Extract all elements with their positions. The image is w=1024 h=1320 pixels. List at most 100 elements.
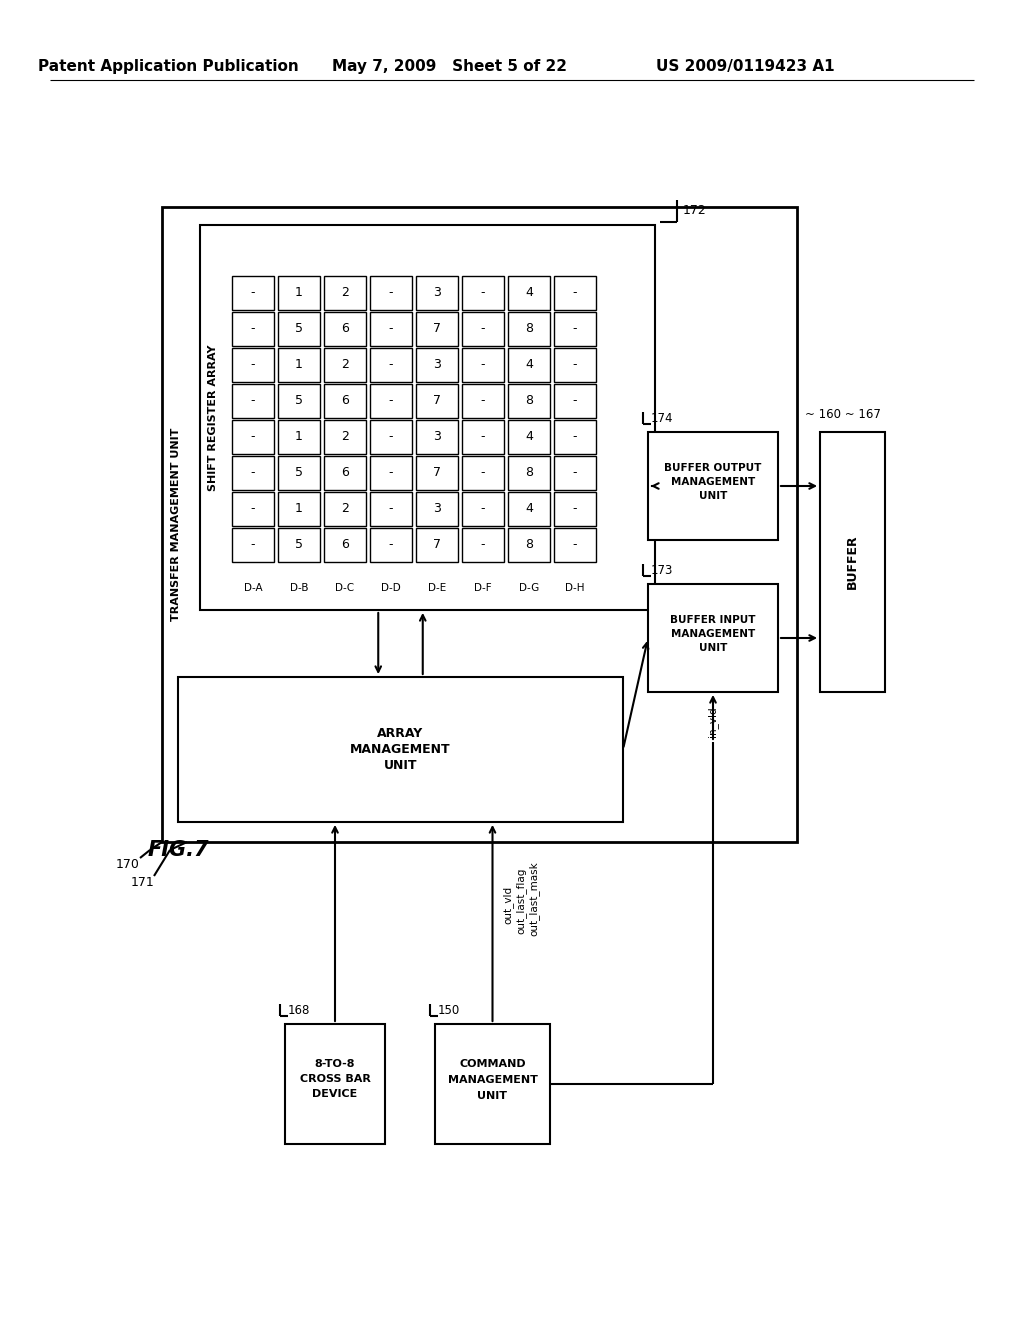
Bar — [462, 492, 504, 525]
Bar — [370, 492, 412, 525]
Bar — [508, 528, 550, 562]
Text: D-E: D-E — [428, 583, 446, 593]
Bar — [232, 455, 274, 490]
Text: -: - — [480, 539, 485, 552]
Bar — [416, 420, 458, 454]
Text: ARRAY: ARRAY — [378, 727, 424, 741]
Text: 4: 4 — [525, 430, 532, 444]
Text: out_vld: out_vld — [502, 886, 513, 924]
Text: UNIT: UNIT — [698, 491, 727, 502]
Text: 5: 5 — [295, 395, 303, 408]
Text: -: - — [480, 466, 485, 479]
Bar — [416, 455, 458, 490]
Text: BUFFER: BUFFER — [846, 535, 859, 589]
Bar — [370, 312, 412, 346]
Bar — [232, 420, 274, 454]
Bar — [278, 312, 319, 346]
Text: -: - — [572, 539, 578, 552]
Bar — [370, 455, 412, 490]
Text: MANAGEMENT: MANAGEMENT — [671, 477, 755, 487]
Text: UNIT: UNIT — [384, 759, 417, 772]
Text: 1: 1 — [295, 359, 303, 371]
Text: 7: 7 — [433, 395, 441, 408]
Bar — [285, 1024, 385, 1144]
Bar — [416, 492, 458, 525]
Text: 3: 3 — [433, 359, 441, 371]
Bar — [370, 528, 412, 562]
Text: 8: 8 — [525, 395, 534, 408]
Text: -: - — [572, 395, 578, 408]
Text: -: - — [389, 539, 393, 552]
Text: 5: 5 — [295, 539, 303, 552]
Bar — [508, 492, 550, 525]
Text: -: - — [251, 539, 255, 552]
Text: -: - — [480, 286, 485, 300]
Text: out_last_mask: out_last_mask — [528, 862, 539, 936]
Bar — [554, 420, 596, 454]
Bar — [232, 276, 274, 310]
Text: Patent Application Publication: Patent Application Publication — [38, 59, 298, 74]
Text: 7: 7 — [433, 466, 441, 479]
Text: -: - — [389, 322, 393, 335]
Bar — [648, 432, 778, 540]
Text: SHIFT REGISTER ARRAY: SHIFT REGISTER ARRAY — [208, 345, 218, 491]
Text: 4: 4 — [525, 359, 532, 371]
Text: D-B: D-B — [290, 583, 308, 593]
Text: 7: 7 — [433, 322, 441, 335]
Text: 5: 5 — [295, 322, 303, 335]
Text: D-G: D-G — [519, 583, 539, 593]
Text: -: - — [251, 430, 255, 444]
Bar — [324, 528, 366, 562]
Text: 174: 174 — [651, 412, 674, 425]
Text: 8: 8 — [525, 539, 534, 552]
Text: TRANSFER MANAGEMENT UNIT: TRANSFER MANAGEMENT UNIT — [171, 428, 181, 622]
Bar — [278, 528, 319, 562]
Bar — [278, 276, 319, 310]
Text: 2: 2 — [341, 359, 349, 371]
Text: ~ 160 ~ 167: ~ 160 ~ 167 — [805, 408, 881, 421]
Bar — [554, 384, 596, 418]
Text: -: - — [480, 503, 485, 516]
Bar — [324, 492, 366, 525]
Text: -: - — [480, 430, 485, 444]
Text: 2: 2 — [341, 430, 349, 444]
Text: -: - — [251, 466, 255, 479]
Text: MANAGEMENT: MANAGEMENT — [447, 1074, 538, 1085]
Bar — [508, 312, 550, 346]
Bar — [462, 276, 504, 310]
Bar — [820, 432, 885, 692]
Text: CROSS BAR: CROSS BAR — [300, 1074, 371, 1084]
Text: UNIT: UNIT — [477, 1092, 508, 1101]
Bar — [554, 276, 596, 310]
Bar — [324, 384, 366, 418]
Text: -: - — [389, 286, 393, 300]
Text: 172: 172 — [683, 205, 707, 218]
Bar — [232, 384, 274, 418]
Text: -: - — [389, 503, 393, 516]
Text: -: - — [572, 430, 578, 444]
Text: out_last_flag: out_last_flag — [515, 867, 526, 935]
Text: 8-TO-8: 8-TO-8 — [314, 1059, 355, 1069]
Bar — [648, 583, 778, 692]
Text: -: - — [480, 395, 485, 408]
Bar — [162, 207, 797, 842]
Bar — [416, 276, 458, 310]
Text: -: - — [251, 503, 255, 516]
Bar — [278, 384, 319, 418]
Text: 1: 1 — [295, 430, 303, 444]
Bar — [370, 348, 412, 381]
Bar — [278, 420, 319, 454]
Text: 1: 1 — [295, 503, 303, 516]
Text: UNIT: UNIT — [698, 643, 727, 653]
Bar — [232, 528, 274, 562]
Text: 6: 6 — [341, 539, 349, 552]
Text: BUFFER OUTPUT: BUFFER OUTPUT — [665, 463, 762, 473]
Text: 6: 6 — [341, 395, 349, 408]
Bar — [462, 528, 504, 562]
Text: BUFFER INPUT: BUFFER INPUT — [671, 615, 756, 624]
Bar — [324, 312, 366, 346]
Bar — [554, 348, 596, 381]
Text: COMMAND: COMMAND — [459, 1059, 525, 1069]
Text: 5: 5 — [295, 466, 303, 479]
Bar — [508, 276, 550, 310]
